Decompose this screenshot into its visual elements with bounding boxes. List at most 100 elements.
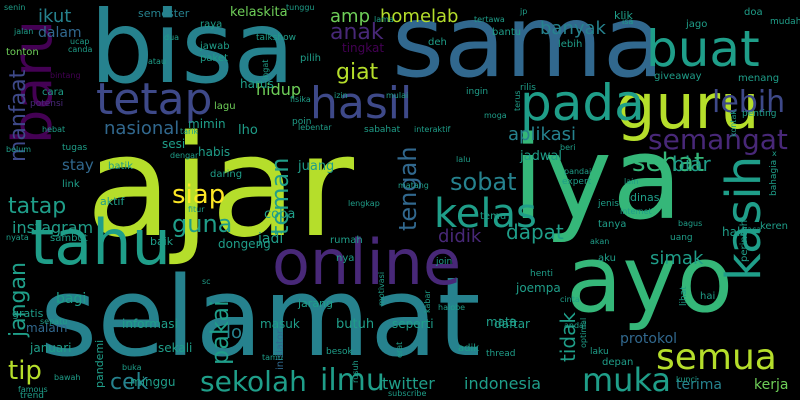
word-47: hidup <box>256 80 302 99</box>
word-179: izin <box>334 91 348 100</box>
word-130: subscribe <box>388 389 427 398</box>
word-126: expert <box>562 177 592 187</box>
word-125: temu <box>480 211 507 222</box>
word-145: bahagia <box>769 159 779 196</box>
word-70: malam <box>26 321 68 335</box>
word-176: lama <box>374 15 394 24</box>
word-18: ilmu <box>320 363 385 398</box>
word-191: lebentar <box>298 123 332 132</box>
word-84: link <box>62 179 80 190</box>
word-85: aktif <box>100 195 125 208</box>
word-12: hasil <box>310 78 413 129</box>
word-101: dinas <box>630 191 660 204</box>
word-162: lengkap <box>348 199 380 208</box>
word-90: seperti <box>392 317 434 331</box>
word-137: join <box>436 257 453 267</box>
word-27: guna <box>172 210 233 238</box>
word-53: kerja <box>754 377 789 393</box>
word-21: semangat <box>648 123 788 156</box>
word-181: kabar <box>423 290 432 313</box>
word-192: matang <box>398 181 429 190</box>
word-68: januari <box>30 341 72 355</box>
word-139: henti <box>530 269 553 279</box>
word-0: ajar <box>86 106 355 269</box>
word-14: kasih <box>716 155 772 281</box>
word-80: lagu <box>214 101 236 112</box>
word-151: penting <box>742 109 777 119</box>
word-184: halobe <box>438 303 466 312</box>
word-156: moga <box>484 111 507 120</box>
word-89: jarang <box>298 297 334 310</box>
word-23: sobat <box>450 168 517 196</box>
word-60: sesi <box>162 137 186 151</box>
word-102: gratis <box>12 307 44 320</box>
word-65: mimin <box>188 117 226 131</box>
word-48: instagram <box>12 218 94 237</box>
word-119: talkshow <box>256 33 297 43</box>
word-131: famous <box>18 385 48 394</box>
word-189: erat <box>395 341 404 358</box>
word-155: beri <box>560 143 576 152</box>
word-107: jawab <box>200 41 230 52</box>
word-4: bisa <box>90 0 295 106</box>
word-13: tetap <box>96 74 213 125</box>
word-188: x <box>772 149 777 158</box>
word-77: depan <box>602 357 634 368</box>
word-56: semester <box>138 7 190 20</box>
word-32: tatap <box>8 194 67 219</box>
word-161: atau <box>148 57 167 66</box>
word-35: anak <box>330 20 384 45</box>
word-152: kontak <box>729 110 738 137</box>
word-122: poin <box>292 117 312 127</box>
word-67: sekali <box>158 341 193 355</box>
word-128: laku <box>590 347 609 357</box>
word-154: pandai <box>564 167 592 176</box>
word-42: didik <box>438 226 482 247</box>
word-22: sehat <box>632 148 705 178</box>
word-69: bagi <box>56 291 87 307</box>
word-167: terus <box>513 90 522 111</box>
word-62: coba <box>264 207 296 222</box>
word-98: tanya <box>598 219 627 230</box>
word-7: online <box>272 226 462 299</box>
word-132: trend <box>20 391 44 400</box>
word-78: klik <box>614 9 633 22</box>
word-159: belum <box>6 145 32 154</box>
word-57: dalam <box>38 25 82 41</box>
word-150: internet <box>620 207 652 216</box>
word-186: buka <box>122 363 142 372</box>
word-94: batik <box>108 161 133 172</box>
word-2: sama <box>392 0 665 100</box>
word-105: potensi <box>30 99 64 109</box>
word-28: tip <box>8 356 42 386</box>
word-83: baik <box>150 235 174 248</box>
word-136: sepatu <box>40 317 68 326</box>
word-157: lalu <box>456 155 471 164</box>
word-177: dua <box>164 33 180 42</box>
word-144: keren <box>760 221 788 232</box>
word-26: siap <box>172 180 226 210</box>
word-19: muka <box>582 361 672 399</box>
word-183: andal <box>564 321 587 330</box>
word-140: cinta <box>560 295 580 304</box>
word-113: mudah <box>770 17 800 27</box>
word-39: banyak <box>540 18 606 39</box>
word-71: minggu <box>130 375 176 389</box>
word-171: senin <box>4 3 26 12</box>
word-79: jago <box>686 19 708 30</box>
word-49: loh <box>226 322 254 343</box>
word-112: doa <box>744 7 763 18</box>
word-52: terima <box>676 377 722 393</box>
word-97: halo <box>722 225 748 239</box>
word-110: giveaway <box>654 71 702 82</box>
word-149: bagus <box>678 219 703 228</box>
word-75: daftar <box>494 317 530 331</box>
word-54: protokol <box>620 331 678 347</box>
word-25: teman <box>266 157 294 235</box>
word-117: rilis <box>520 83 536 93</box>
word-169: isa <box>622 17 634 26</box>
word-165: tarik <box>180 127 199 136</box>
word-164: dengar <box>170 151 199 160</box>
word-158: tugas <box>62 143 88 153</box>
word-141: lihat <box>679 286 689 306</box>
